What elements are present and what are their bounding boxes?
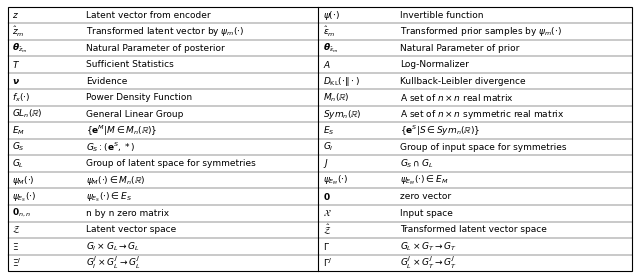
- Text: $\mathcal{X}$: $\mathcal{X}$: [323, 208, 332, 218]
- Text: $G_S:(\mathbf{e}^S,*)$: $G_S:(\mathbf{e}^S,*)$: [86, 140, 136, 154]
- Text: Power Density Function: Power Density Function: [86, 93, 193, 102]
- Text: Natural Parameter of prior: Natural Parameter of prior: [400, 44, 520, 53]
- Text: $Sym_n(\mathbb{R})$: $Sym_n(\mathbb{R})$: [323, 108, 362, 121]
- Text: $M_n(\mathbb{R})$: $M_n(\mathbb{R})$: [323, 91, 349, 104]
- Text: $J$: $J$: [323, 157, 329, 170]
- Text: Log-Normalizer: Log-Normalizer: [400, 60, 469, 69]
- Text: Transformed prior samples by $\psi_m(\cdot)$: Transformed prior samples by $\psi_m(\cd…: [400, 25, 562, 38]
- Text: $\psi(\cdot)$: $\psi(\cdot)$: [323, 9, 340, 22]
- Text: Natural Parameter of posterior: Natural Parameter of posterior: [86, 44, 225, 53]
- Text: $D_{\mathrm{KL}}(\cdot\|\cdot)$: $D_{\mathrm{KL}}(\cdot\|\cdot)$: [323, 75, 360, 88]
- Text: $GL_n(\mathbb{R})$: $GL_n(\mathbb{R})$: [12, 108, 42, 120]
- Text: Evidence: Evidence: [86, 77, 128, 86]
- Text: $\{\mathbf{e}^S|S \in Sym_n(\mathbb{R})\}$: $\{\mathbf{e}^S|S \in Sym_n(\mathbb{R})\…: [400, 124, 480, 138]
- Text: $\hat{\epsilon}_m$: $\hat{\epsilon}_m$: [323, 25, 336, 39]
- Text: $E_M$: $E_M$: [12, 124, 24, 137]
- Text: $\Gamma^J$: $\Gamma^J$: [323, 257, 332, 269]
- Text: $\psi_{E_M}(\cdot) \in E_M$: $\psi_{E_M}(\cdot) \in E_M$: [400, 173, 449, 187]
- Text: $\psi_{E_S}(\cdot) \in E_S$: $\psi_{E_S}(\cdot) \in E_S$: [86, 190, 132, 203]
- Text: A set of $n \times n$ real matrix: A set of $n \times n$ real matrix: [400, 92, 514, 103]
- Text: $\psi_M(\cdot) \in M_n(\mathbb{R})$: $\psi_M(\cdot) \in M_n(\mathbb{R})$: [86, 174, 146, 187]
- Text: Group of input space for symmetries: Group of input space for symmetries: [400, 143, 566, 152]
- Text: $G_L$: $G_L$: [12, 158, 24, 170]
- Text: $\boldsymbol{\theta}_{\hat{z}_m}$: $\boldsymbol{\theta}_{\hat{z}_m}$: [12, 41, 27, 55]
- Text: zero vector: zero vector: [400, 192, 451, 201]
- Text: Input space: Input space: [400, 209, 453, 218]
- Text: $E_S$: $E_S$: [323, 124, 335, 137]
- Text: $A$: $A$: [323, 59, 332, 70]
- Text: $\{\mathbf{e}^M|M \in M_n(\mathbb{R})\}$: $\{\mathbf{e}^M|M \in M_n(\mathbb{R})\}$: [86, 124, 158, 138]
- Text: Sufficient Statistics: Sufficient Statistics: [86, 60, 174, 69]
- Text: $\psi_M(\cdot)$: $\psi_M(\cdot)$: [12, 174, 35, 187]
- Text: $G_S$: $G_S$: [12, 141, 24, 153]
- Text: Invertible function: Invertible function: [400, 11, 483, 20]
- Text: $\mathbf{0}$: $\mathbf{0}$: [323, 191, 331, 202]
- Text: $\Xi^J$: $\Xi^J$: [12, 257, 21, 269]
- Text: $G_I$: $G_I$: [323, 141, 334, 153]
- Text: $G_I \times G_L \to G_L$: $G_I \times G_L \to G_L$: [86, 240, 140, 253]
- Text: $\hat{\mathcal{Z}}$: $\hat{\mathcal{Z}}$: [323, 222, 332, 237]
- Text: Latent vector space: Latent vector space: [86, 225, 177, 234]
- Text: Transformed latent vector space: Transformed latent vector space: [400, 225, 547, 234]
- Text: $G_L^J \times G_T^J \to G_T^J$: $G_L^J \times G_T^J \to G_T^J$: [400, 255, 457, 271]
- Text: $\boldsymbol{\nu}$: $\boldsymbol{\nu}$: [12, 77, 19, 86]
- Text: $\Gamma$: $\Gamma$: [323, 241, 330, 252]
- Text: $\hat{z}_m$: $\hat{z}_m$: [12, 25, 24, 39]
- Text: $\psi_{E_S}(\cdot)$: $\psi_{E_S}(\cdot)$: [12, 190, 36, 203]
- Text: $T$: $T$: [12, 59, 20, 70]
- Text: $\mathbf{0}_{n,n}$: $\mathbf{0}_{n,n}$: [12, 207, 31, 219]
- Text: A set of $n \times n$ symmetric real matrix: A set of $n \times n$ symmetric real mat…: [400, 108, 564, 121]
- Text: Kullback-Leibler divergence: Kullback-Leibler divergence: [400, 77, 525, 86]
- Text: Latent vector from encoder: Latent vector from encoder: [86, 11, 211, 20]
- Text: $\mathcal{Z}$: $\mathcal{Z}$: [12, 224, 20, 235]
- Text: Group of latent space for symmetries: Group of latent space for symmetries: [86, 159, 256, 168]
- Text: $G_I^J \times G_L^J \to G_L^J$: $G_I^J \times G_L^J \to G_L^J$: [86, 255, 141, 271]
- Text: $\boldsymbol{\theta}_{\hat{\epsilon}_m}$: $\boldsymbol{\theta}_{\hat{\epsilon}_m}$: [323, 41, 339, 55]
- Text: $f_x(\cdot)$: $f_x(\cdot)$: [12, 91, 30, 104]
- Text: n by n zero matrix: n by n zero matrix: [86, 209, 170, 218]
- Text: $\Xi$: $\Xi$: [12, 241, 19, 252]
- Text: General Linear Group: General Linear Group: [86, 110, 184, 119]
- Text: Transformed latent vector by $\psi_m(\cdot)$: Transformed latent vector by $\psi_m(\cd…: [86, 25, 244, 38]
- Text: $G_S \cap G_L$: $G_S \cap G_L$: [400, 158, 433, 170]
- Text: $G_L \times G_T \to G_T$: $G_L \times G_T \to G_T$: [400, 240, 457, 253]
- Text: $\psi_{E_M}(\cdot)$: $\psi_{E_M}(\cdot)$: [323, 173, 348, 187]
- Text: $z$: $z$: [12, 11, 19, 20]
